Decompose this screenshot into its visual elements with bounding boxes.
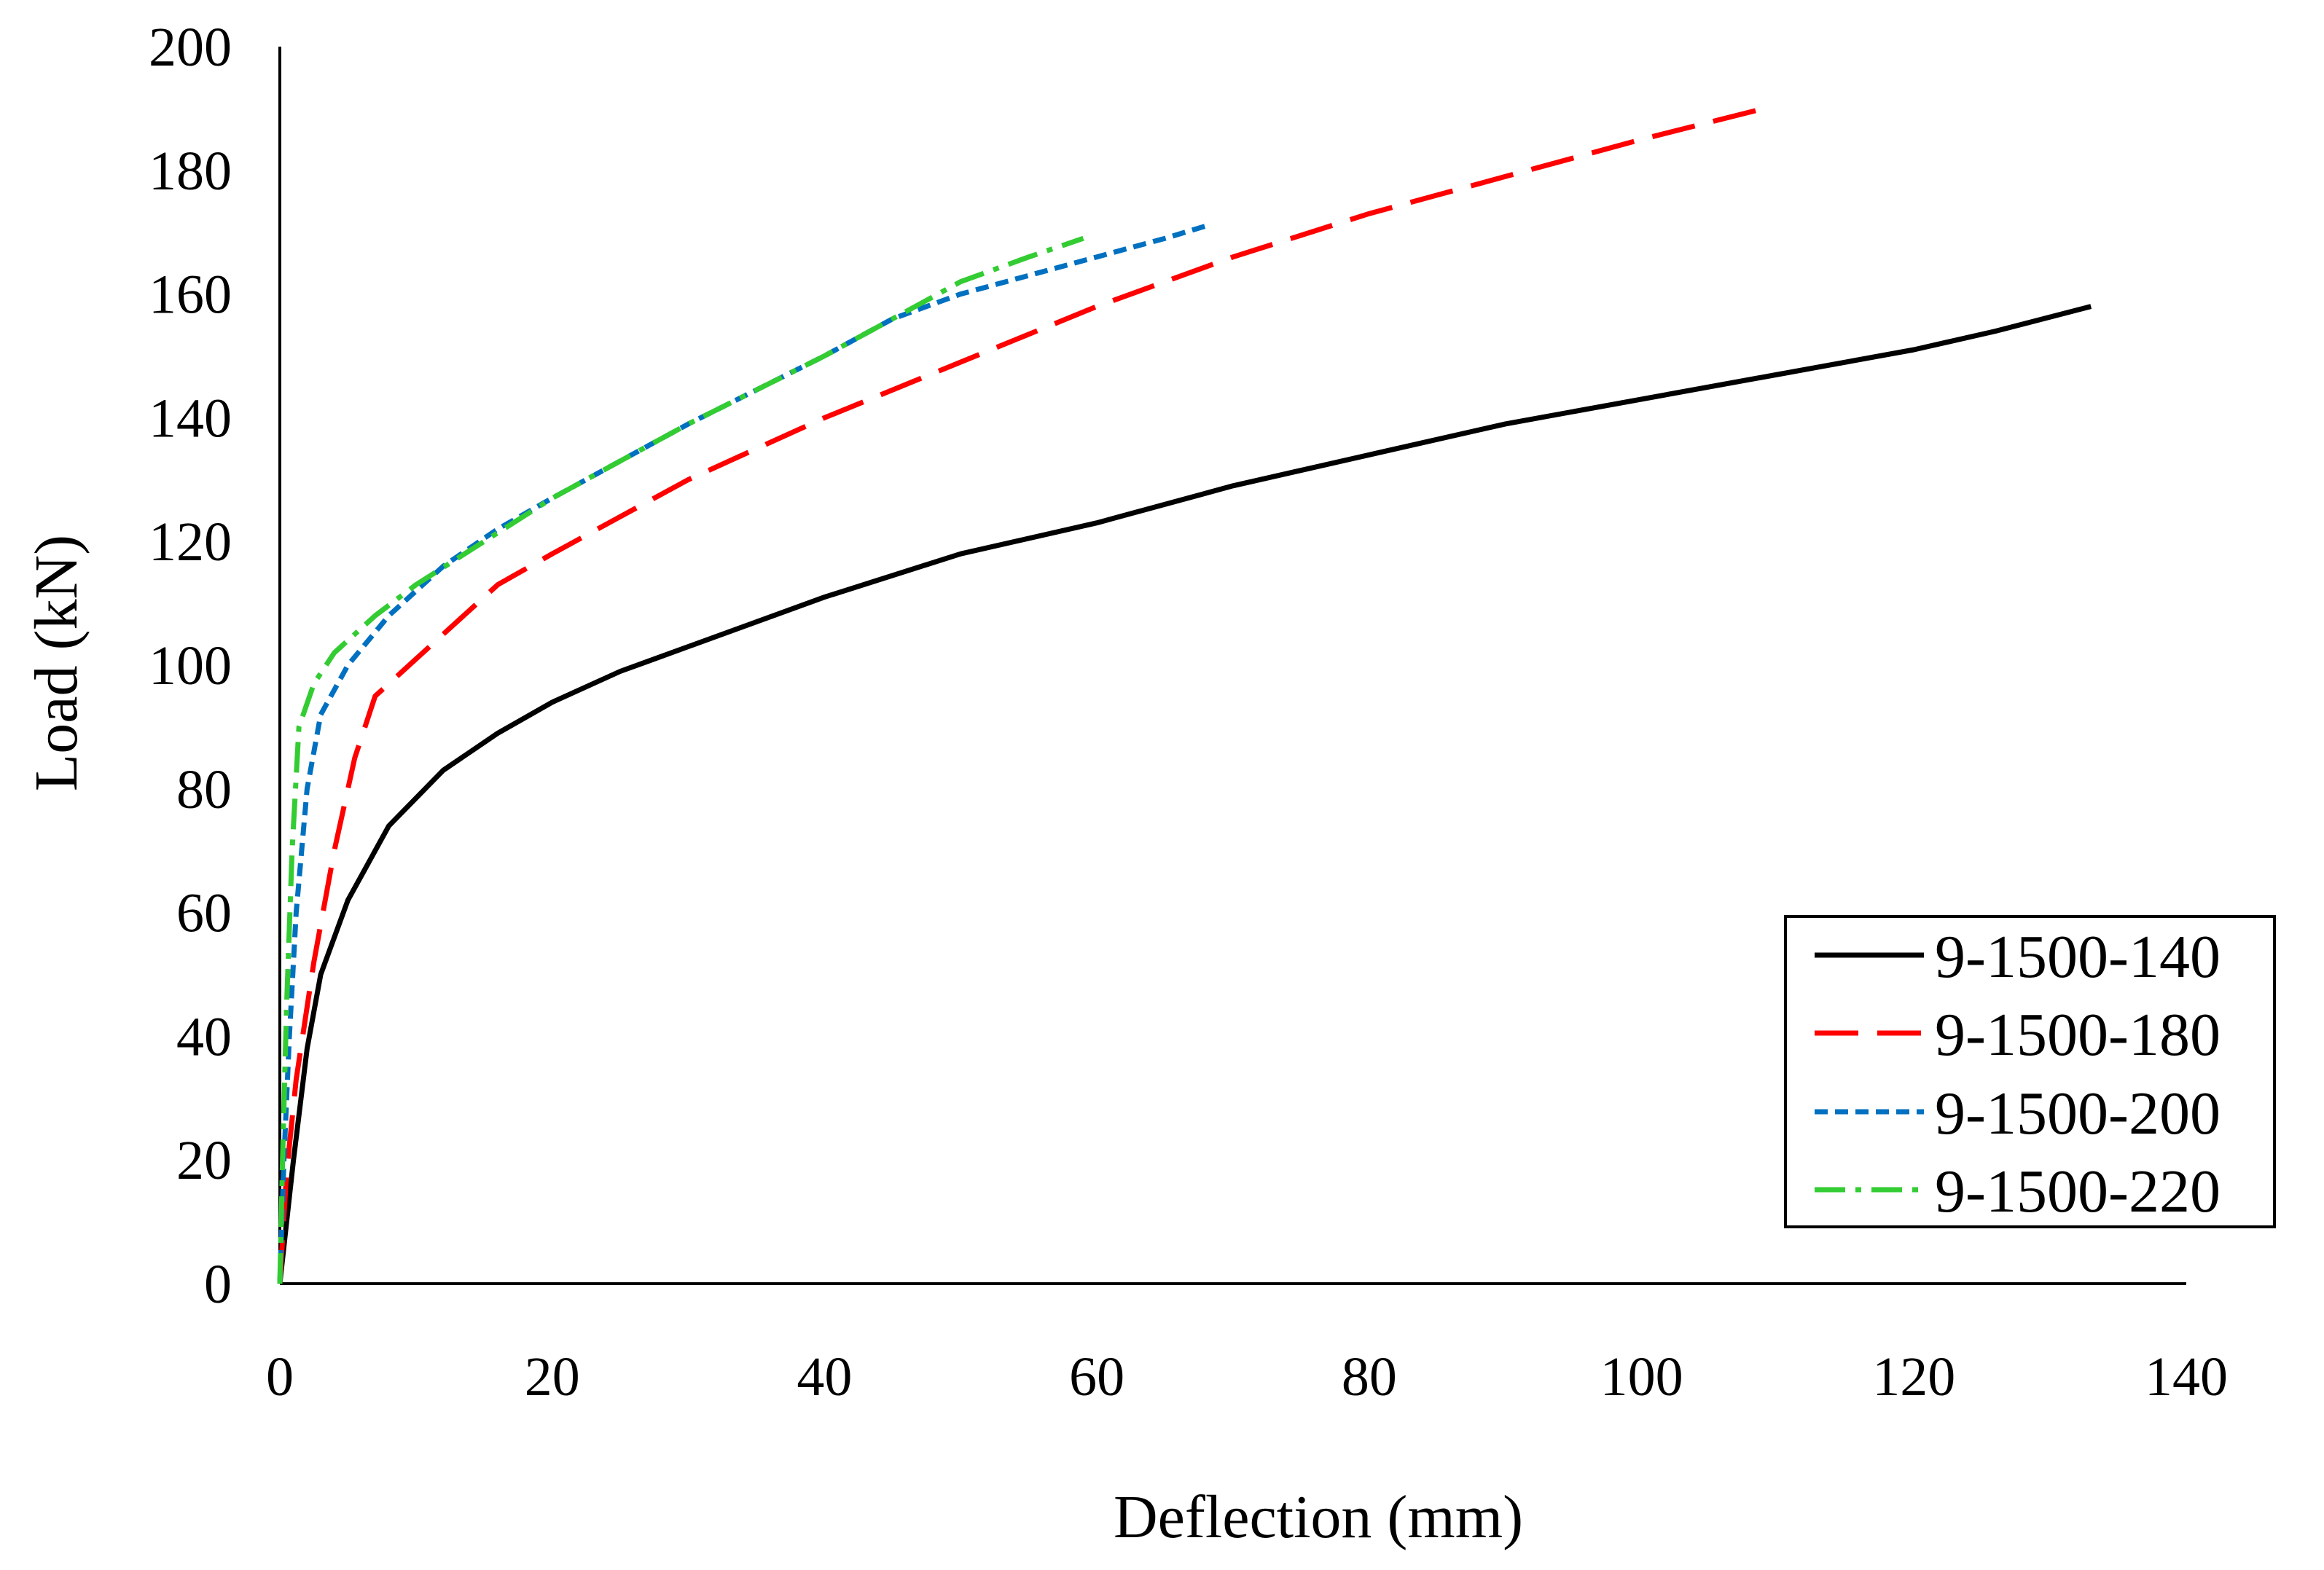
y-tick-label: 40 <box>176 1006 232 1067</box>
x-tick-label: 100 <box>1600 1346 1683 1408</box>
x-tick-label: 80 <box>1342 1346 1397 1408</box>
y-axis-title: Load (kN) <box>23 535 90 791</box>
y-tick-label: 20 <box>176 1130 232 1191</box>
legend-label-9-1500-140: 9-1500-140 <box>1935 923 2221 991</box>
x-tick-labels: 0 20 40 60 80 100 120 140 <box>266 1346 2228 1408</box>
y-tick-label: 140 <box>149 388 232 449</box>
x-tick-label: 140 <box>2145 1346 2228 1408</box>
series-line-9-1500-220 <box>277 235 1084 1284</box>
legend-label-9-1500-220: 9-1500-220 <box>1935 1158 2221 1225</box>
x-tick-label: 60 <box>1069 1346 1124 1408</box>
y-tick-label: 180 <box>149 141 232 202</box>
legend: 9-1500-140 9-1500-180 9-1500-200 9-1500-… <box>1784 915 2276 1228</box>
legend-label-9-1500-180: 9-1500-180 <box>1935 1001 2221 1069</box>
y-tick-label: 100 <box>149 635 232 696</box>
x-tick-label: 40 <box>797 1346 852 1408</box>
y-tick-label: 120 <box>149 511 232 573</box>
y-tick-label: 0 <box>204 1254 232 1315</box>
y-tick-labels: 0 20 40 60 80 100 120 140 160 180 200 <box>149 17 232 1315</box>
legend-label-9-1500-200: 9-1500-200 <box>1935 1080 2221 1147</box>
x-axis-title: Deflection (mm) <box>1114 1483 1523 1551</box>
series-line-9-1500-140 <box>277 304 2092 1284</box>
y-tick-label: 160 <box>149 264 232 326</box>
series-lines <box>277 106 2092 1284</box>
legend-box <box>1784 915 2276 1228</box>
y-tick-label: 60 <box>176 883 232 944</box>
x-tick-label: 120 <box>1872 1346 1955 1408</box>
y-tick-label: 80 <box>176 759 232 820</box>
x-tick-label: 20 <box>525 1346 580 1408</box>
series-line-9-1500-180 <box>277 106 1765 1284</box>
x-tick-label: 0 <box>266 1346 294 1408</box>
y-tick-label: 200 <box>149 17 232 78</box>
